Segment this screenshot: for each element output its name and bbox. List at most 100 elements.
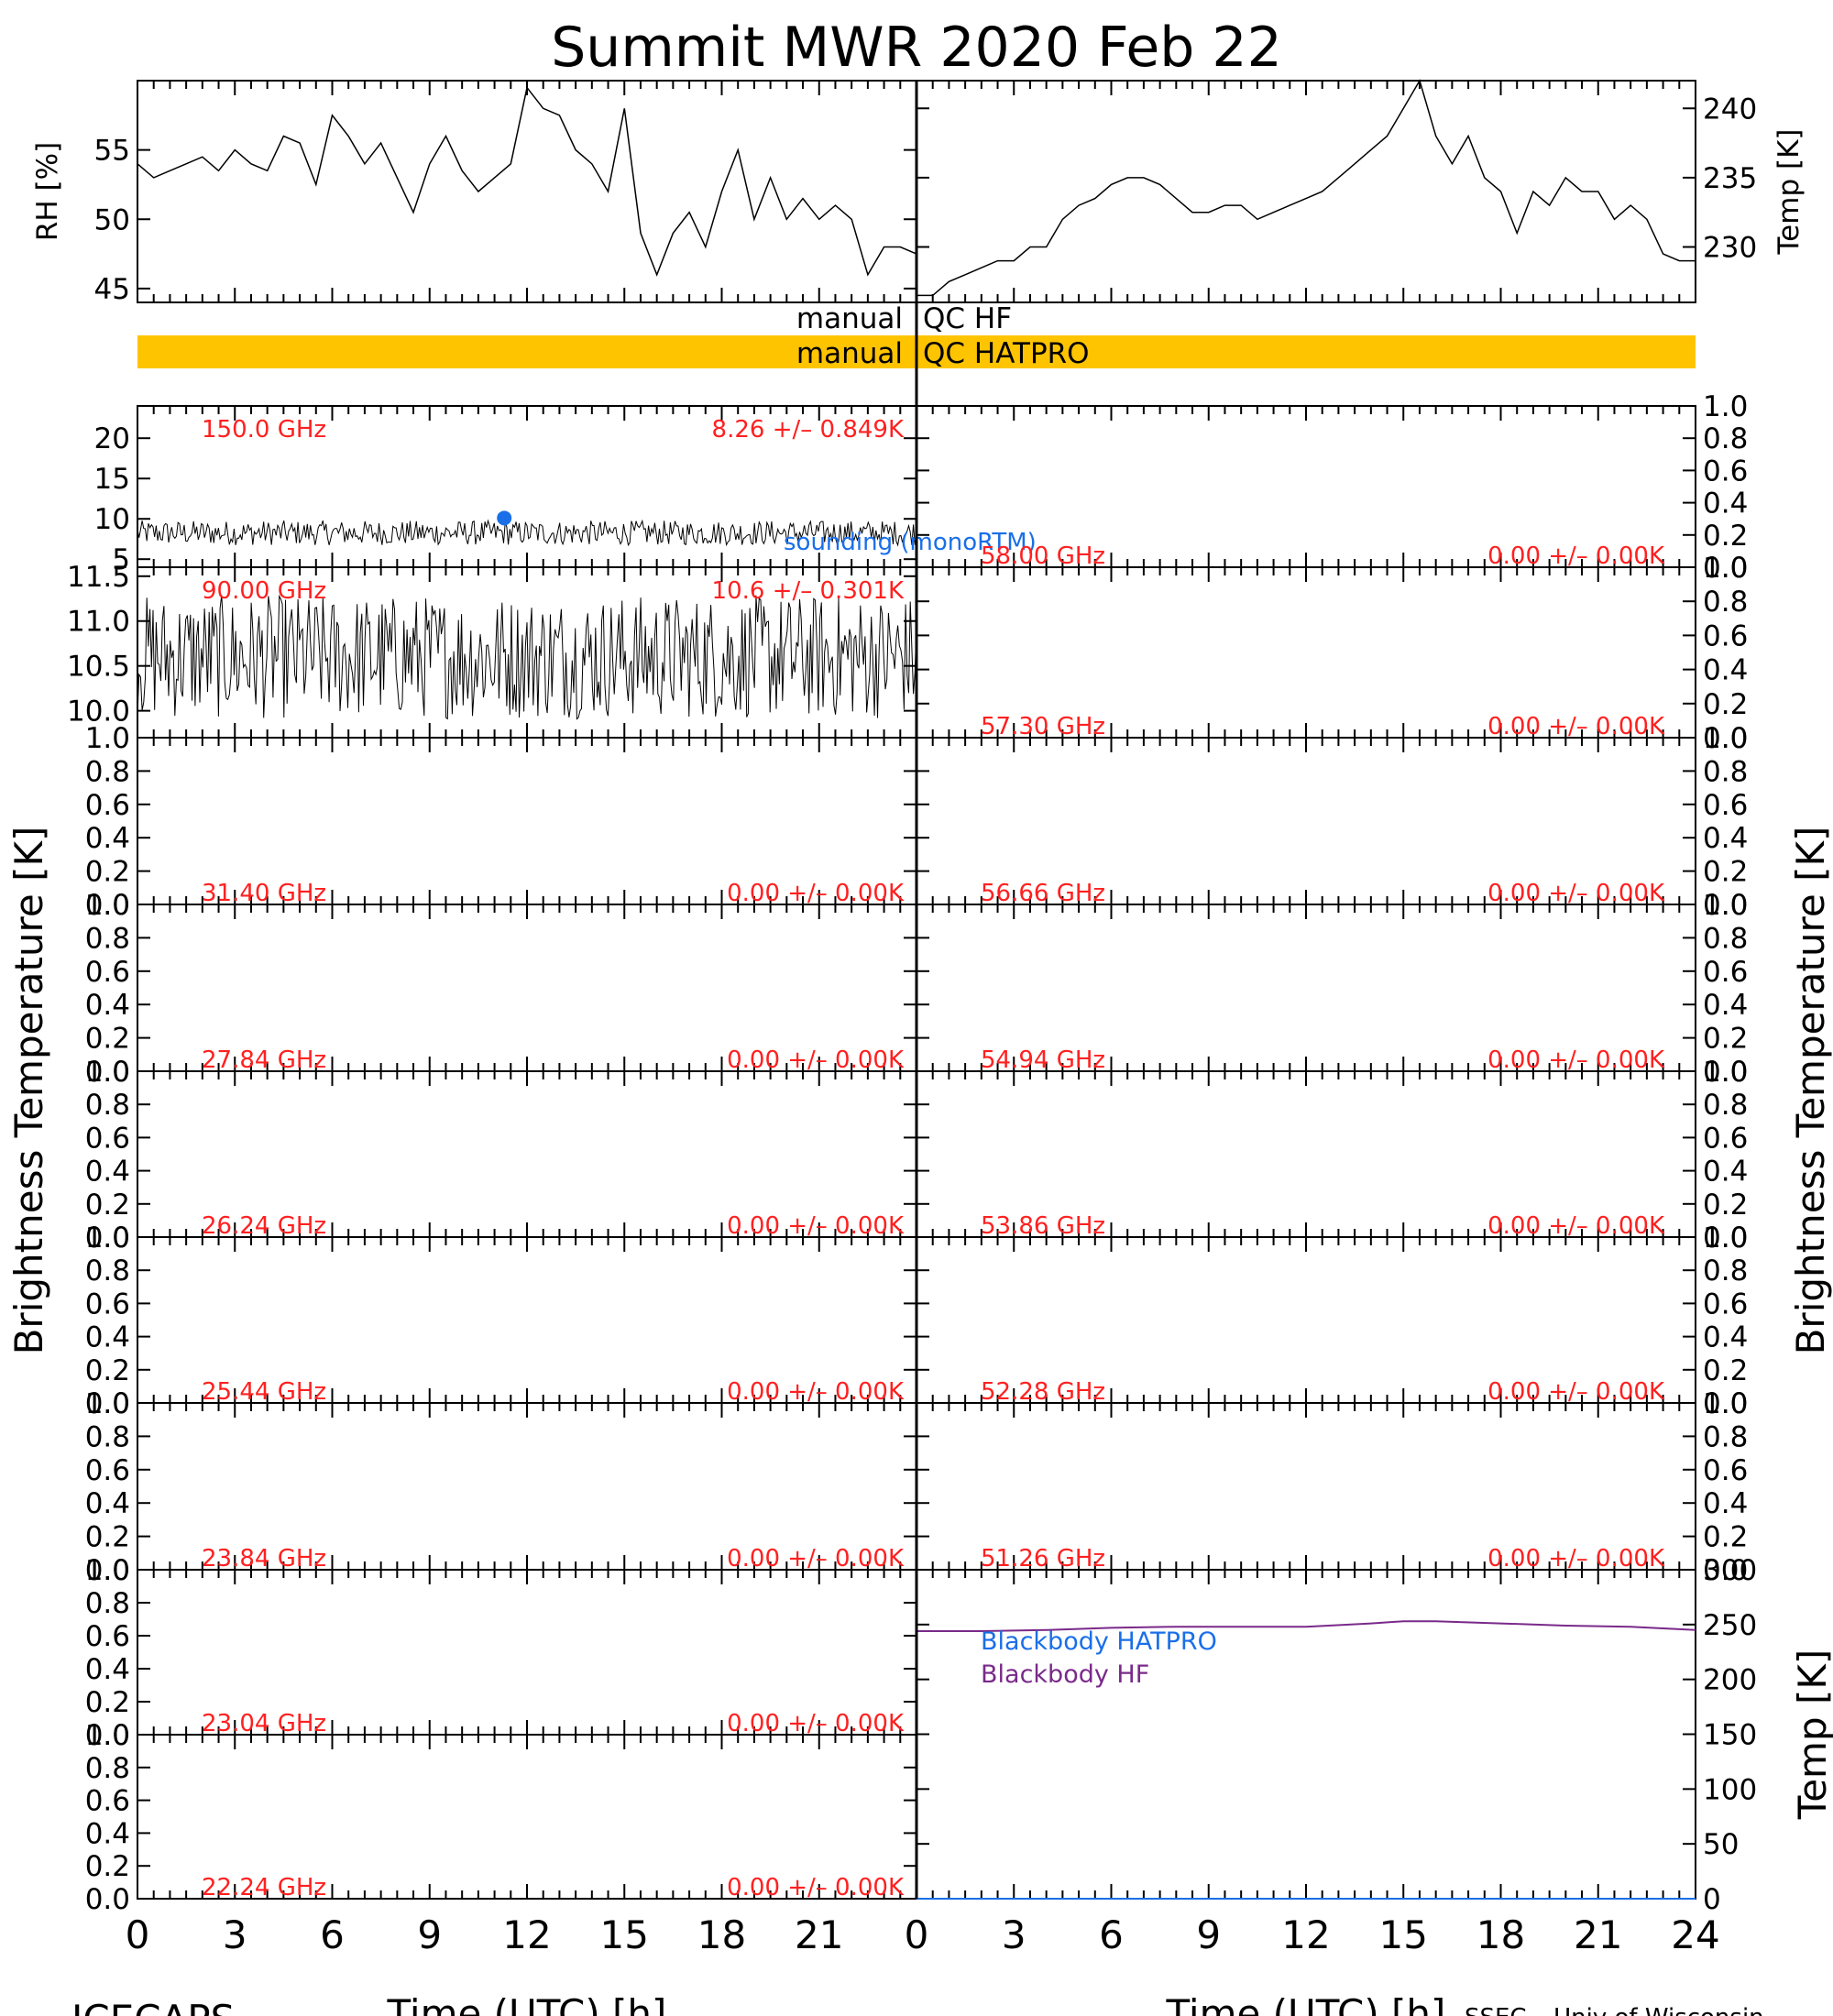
panel-23-04-ghz-y-tick-label: 0.8	[85, 1587, 130, 1620]
panel-90-00-ghz-y-tick-label: 11.0	[67, 606, 130, 639]
panel-53-86-ghz-y-tick-label: 0.0	[1703, 1222, 1748, 1255]
x-tick-label-right: 18	[1476, 1912, 1525, 1957]
panel-25-44-ghz-y-tick-label: 0.8	[85, 1255, 130, 1287]
panel-25-44-ghz-y-tick-label: 0.0	[85, 1387, 130, 1420]
panel-51-26-ghz-y-tick-label: 0.4	[1703, 1487, 1748, 1520]
panel-58-00-ghz-y-tick-label: 1.0	[1703, 390, 1748, 423]
panel-52-28-ghz-y-tick-label: 0.6	[1703, 1287, 1748, 1320]
panel-53-86-ghz-y-tick-label: 1.0	[1703, 1056, 1748, 1089]
blackbody-panel-y-tick-label: 250	[1703, 1609, 1757, 1642]
panel-22-24-ghz-y-tick-label: 0.6	[85, 1785, 130, 1818]
panel-52-28-ghz-stats-label: 0.00 +/– 0.00K	[1487, 1378, 1665, 1406]
panel-56-66-ghz-y-tick-label: 1.0	[1703, 722, 1748, 755]
blackbody-panel-y-tick-label: 0	[1703, 1883, 1721, 1916]
panel-22-24-ghz-y-tick-label: 0.8	[85, 1752, 130, 1785]
panel-54-94-ghz-y-tick-label: 0.0	[1703, 1056, 1748, 1089]
panel-90-00-ghz-y-tick-label: 11.5	[67, 561, 130, 594]
x-tick-label-left: 0	[126, 1912, 150, 1957]
panel-31-40-ghz-y-tick-label: 0.4	[85, 822, 130, 855]
legend-blackbody-hf: Blackbody HF	[981, 1660, 1149, 1689]
panel-53-86-ghz-frequency-label: 53.86 GHz	[981, 1212, 1105, 1240]
panel-27-84-ghz-y-tick-label: 0.2	[85, 1023, 130, 1056]
temp-panel-y-tick-label: 230	[1703, 232, 1757, 265]
x-tick-label-right: 12	[1281, 1912, 1330, 1957]
panel-90-00-ghz-y-tick-label: 10.0	[67, 696, 130, 729]
panel-23-04-ghz-y-tick-label: 0.6	[85, 1620, 130, 1653]
panel-150-0-ghz-series	[137, 519, 917, 547]
panel-22-24-ghz-stats-label: 0.00 +/– 0.00K	[727, 1874, 905, 1901]
panel-26-24-ghz-y-tick-label: 0.2	[85, 1189, 130, 1222]
qc-hatpro-label-right: QC HATPRO	[923, 337, 1090, 370]
panel-56-66-ghz-y-tick-label: 0.2	[1703, 856, 1748, 889]
blackbody-panel-y-tick-label: 200	[1703, 1664, 1757, 1697]
panel-52-28-ghz-y-tick-label: 1.0	[1703, 1222, 1748, 1255]
panel-23-04-ghz-y-tick-label: 1.0	[85, 1554, 130, 1587]
panel-26-24-ghz-y-tick-label: 0.8	[85, 1089, 130, 1122]
rh-panel-frame	[137, 80, 917, 303]
panel-54-94-ghz-y-tick-label: 0.2	[1703, 1023, 1748, 1056]
panel-58-00-ghz-frequency-label: 58.00 GHz	[981, 542, 1105, 570]
panel-23-84-ghz-y-tick-label: 0.6	[85, 1454, 130, 1487]
panel-25-44-ghz-frequency-label: 25.44 GHz	[202, 1378, 326, 1406]
qc-hf-label-left: manual	[796, 302, 903, 335]
panel-53-86-ghz-y-tick-label: 0.2	[1703, 1189, 1748, 1222]
temp-y-axis-label: Temp [K]	[1773, 129, 1806, 256]
panel-23-84-ghz-frequency-label: 23.84 GHz	[202, 1545, 326, 1572]
panel-26-24-ghz-y-tick-label: 0.6	[85, 1122, 130, 1155]
panel-31-40-ghz-y-tick-label: 0.2	[85, 856, 130, 889]
panel-31-40-ghz-y-tick-label: 0.6	[85, 789, 130, 822]
panel-150-0-ghz-y-tick-label: 20	[94, 422, 130, 455]
panel-27-84-ghz-y-tick-label: 1.0	[85, 889, 130, 922]
temp-panel-frame	[916, 80, 1696, 303]
blackbody-panel-y-tick-label: 100	[1703, 1773, 1757, 1806]
x-tick-label-right: 9	[1196, 1912, 1221, 1957]
blackbody-panel-y-tick-label: 300	[1703, 1554, 1757, 1587]
panel-22-24-ghz-frequency-label: 22.24 GHz	[202, 1874, 326, 1901]
panel-26-24-ghz-y-tick-label: 1.0	[85, 1056, 130, 1089]
x-tick-label-left: 18	[697, 1912, 746, 1957]
panel-51-26-ghz-y-tick-label: 0.6	[1703, 1454, 1748, 1487]
panel-150-0-ghz-stats-label: 8.26 +/– 0.849K	[712, 416, 905, 444]
panel-53-86-ghz-y-tick-label: 0.6	[1703, 1122, 1748, 1155]
panel-54-94-ghz-y-tick-label: 0.6	[1703, 956, 1748, 989]
panel-23-84-ghz-y-tick-label: 0.0	[85, 1554, 130, 1587]
x-tick-label-left: 6	[320, 1912, 345, 1957]
chart-title: Summit MWR 2020 Feb 22	[551, 16, 1282, 80]
panel-57-30-ghz-frequency-label: 57.30 GHz	[981, 713, 1105, 740]
rh-panel-y-tick-label: 45	[94, 273, 130, 306]
x-axis-title-right: Time (UTC) [h]	[1166, 1991, 1446, 2016]
panel-54-94-ghz-frequency-label: 54.94 GHz	[981, 1046, 1105, 1074]
x-tick-label-right: 24	[1671, 1912, 1719, 1957]
panel-23-84-ghz-y-tick-label: 1.0	[85, 1387, 130, 1420]
x-tick-label-left: 21	[795, 1912, 843, 1957]
panel-26-24-ghz-y-tick-label: 0.0	[85, 1222, 130, 1255]
rh-panel-y-tick-label: 55	[94, 135, 130, 168]
panel-54-94-ghz-y-tick-label: 1.0	[1703, 889, 1748, 922]
x-tick-label-right: 6	[1099, 1912, 1124, 1957]
panel-52-28-ghz-y-tick-label: 0.4	[1703, 1321, 1748, 1354]
qc-hatpro-label-left: manual	[796, 337, 903, 370]
right-y-axis-title: Brightness Temperature [K]	[1788, 827, 1833, 1355]
panel-150-0-ghz-y-tick-label: 5	[112, 543, 130, 576]
blackbody-panel-y-tick-label: 150	[1703, 1719, 1757, 1752]
panel-90-00-ghz-y-tick-label: 10.5	[67, 651, 130, 684]
panel-23-04-ghz-frequency-label: 23.04 GHz	[202, 1710, 326, 1737]
panel-51-26-ghz-y-tick-label: 1.0	[1703, 1387, 1748, 1420]
blackbody-panel-y-tick-label: 50	[1703, 1828, 1739, 1861]
panel-27-84-ghz-stats-label: 0.00 +/– 0.00K	[727, 1046, 905, 1074]
panel-23-04-ghz-y-tick-label: 0.4	[85, 1653, 130, 1686]
blackbody-panel-frame	[916, 1569, 1696, 1900]
x-tick-label-left: 15	[600, 1912, 649, 1957]
panel-53-86-ghz-stats-label: 0.00 +/– 0.00K	[1487, 1212, 1665, 1240]
panel-27-84-ghz-frequency-label: 27.84 GHz	[202, 1046, 326, 1074]
panel-53-86-ghz-y-tick-label: 0.8	[1703, 1089, 1748, 1122]
footer-ssec: SSEC – Univ of Wisconsin	[1465, 2004, 1764, 2016]
panel-31-40-ghz-y-tick-label: 1.0	[85, 722, 130, 755]
panel-56-66-ghz-y-tick-label: 0.0	[1703, 889, 1748, 922]
panel-31-40-ghz-y-tick-label: 0.0	[85, 889, 130, 922]
panel-54-94-ghz-y-tick-label: 0.4	[1703, 989, 1748, 1022]
panel-23-84-ghz-y-tick-label: 0.4	[85, 1487, 130, 1520]
panel-31-40-ghz-stats-label: 0.00 +/– 0.00K	[727, 880, 905, 907]
panel-22-24-ghz-y-tick-label: 1.0	[85, 1719, 130, 1752]
